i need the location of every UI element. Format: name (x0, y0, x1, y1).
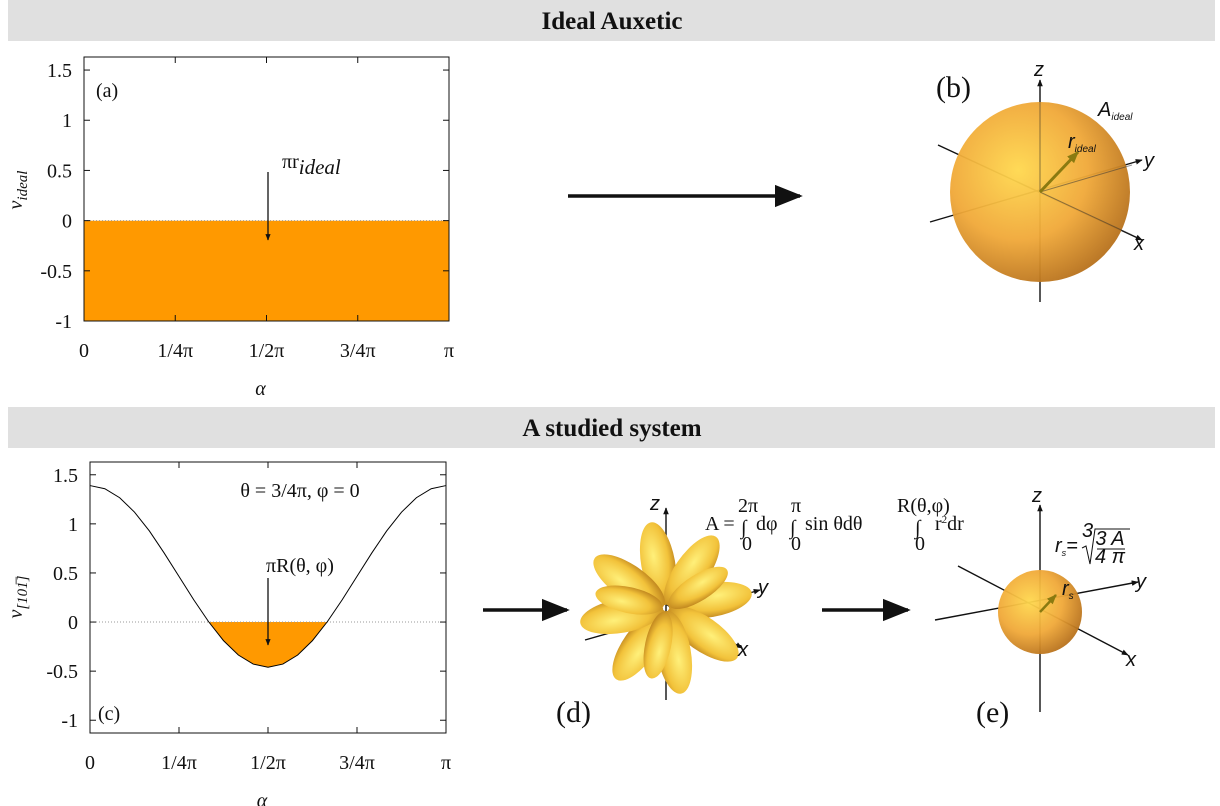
x-tick-label: 0 (79, 340, 89, 362)
panel-label: (d) (556, 696, 591, 729)
x-tick-label: 3/4π (339, 752, 375, 774)
annotation: πrideal (282, 151, 341, 179)
y-tick-label: -0.5 (40, 261, 72, 283)
y-tick-label: -1 (61, 710, 78, 732)
subscript: ideal (15, 171, 31, 201)
y-tick-label: 0 (68, 612, 78, 634)
axis-label: z (649, 493, 660, 515)
formula-part: r2dr (935, 513, 964, 535)
formula-part: dφ (756, 513, 778, 535)
area-label: Aideal (1097, 99, 1133, 123)
annotation: πR(θ, φ) (266, 555, 334, 577)
y-axis-label: ν[101̅] (5, 575, 31, 618)
limit: 0 (742, 533, 752, 555)
axis-label: x (1125, 649, 1137, 671)
formula-part: sin θdθ (805, 513, 863, 535)
y-tick-label: 1 (68, 514, 78, 536)
x-tick-label: 0 (85, 752, 95, 774)
x-tick-label: 1/2π (250, 752, 286, 774)
annotation-main: θ = 3/4π, φ = 0 (240, 480, 359, 502)
formula-part: A = (705, 513, 735, 535)
x-tick-label: 1/2π (249, 340, 285, 362)
annotation-sub: ideal (299, 155, 341, 179)
annotation: θ = 3/4π, φ = 0 (240, 480, 359, 502)
x-axis-label: α (255, 378, 266, 400)
diagram-e: (e) z y x rs rs= 3 3 A 4 π (935, 485, 1147, 729)
symbol: dr (947, 513, 964, 535)
axis-label: y (1142, 150, 1155, 172)
axis-label: y (756, 577, 769, 599)
area (84, 221, 449, 321)
denominator: 4 π (1095, 546, 1126, 568)
figure: Ideal Auxetic A studied system (b) z y x… (0, 0, 1220, 806)
section-title: A studied system (522, 415, 701, 442)
symbol: = (1066, 535, 1078, 557)
formula-part: rs= (1055, 535, 1078, 558)
x-tick-label: 3/4π (340, 340, 376, 362)
x-tick-label: 1/4π (161, 752, 197, 774)
limit: 0 (791, 533, 801, 555)
formula: A = ∫ 2π 0 dφ ∫ π 0 sin θdθ ∫ R(θ,φ) 0 r… (705, 495, 964, 555)
symbol: ν (5, 200, 27, 209)
root-index: 3 (1082, 520, 1093, 542)
axis-label: y (1134, 571, 1147, 593)
axis-label: x (737, 639, 749, 661)
axis-label: x (1133, 233, 1145, 255)
section-title: Ideal Auxetic (542, 8, 683, 35)
x-tick-label: 1/4π (157, 340, 193, 362)
limit: 0 (915, 533, 925, 555)
y-tick-label: 1 (62, 110, 72, 132)
x-tick-label: π (441, 752, 451, 774)
y-tick-label: 1.5 (53, 465, 78, 487)
symbol: ν (5, 610, 27, 619)
y-axis-label: νideal (5, 171, 31, 210)
diagram-b: (b) z y x Aideal rideal (930, 59, 1155, 302)
y-tick-label: -1 (55, 311, 72, 333)
panel-label: (a) (96, 80, 118, 102)
panel-label: (e) (976, 696, 1009, 729)
limit: π (791, 495, 801, 517)
x-tick-label: π (444, 340, 454, 362)
panel-label: (b) (936, 71, 971, 104)
panel-label: (c) (98, 703, 120, 725)
y-tick-label: 0 (62, 211, 72, 233)
annotation-main: πR(θ, φ) (266, 555, 334, 577)
y-tick-label: -0.5 (46, 661, 78, 683)
symbol: A (1097, 99, 1111, 121)
subscript: s (1069, 591, 1074, 602)
radius-formula: rs= 3 3 A 4 π (1055, 520, 1130, 568)
subscript: ideal (1075, 144, 1097, 155)
x-axis-label: α (257, 790, 268, 806)
subscript: ideal (1111, 112, 1133, 123)
subscript: [101̅] (15, 575, 31, 609)
y-tick-label: 1.5 (47, 60, 72, 82)
y-tick-label: 0.5 (53, 563, 78, 585)
axis-label: z (1033, 59, 1044, 81)
y-tick-label: 0.5 (47, 160, 72, 182)
axis-label: z (1031, 485, 1042, 507)
annotation-main: πr (282, 151, 299, 173)
